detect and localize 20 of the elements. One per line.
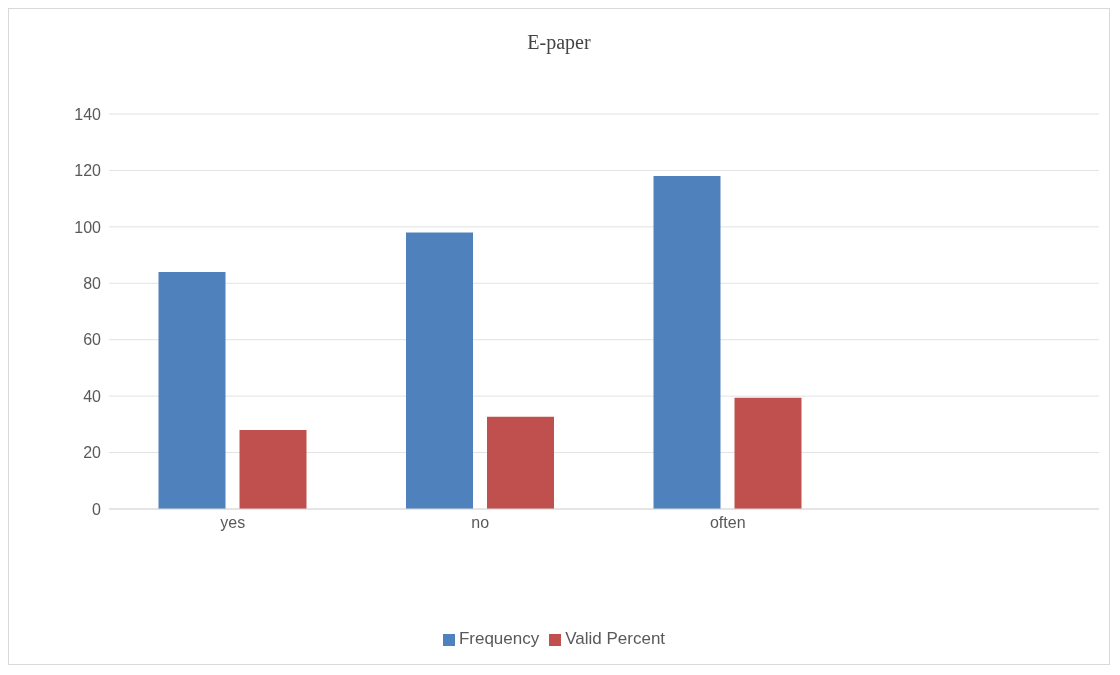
y-tick-label: 20 — [83, 444, 102, 462]
y-tick-label: 120 — [74, 162, 102, 180]
bar — [734, 397, 802, 509]
chart-title: E-paper — [526, 31, 592, 54]
bar — [406, 232, 473, 509]
x-tick-label: yes — [220, 514, 246, 532]
legend-label: Frequency — [458, 629, 540, 648]
y-tick-label: 60 — [83, 331, 102, 349]
x-tick-label: often — [709, 514, 746, 532]
x-tick-label: no — [471, 514, 490, 532]
bar — [487, 416, 554, 509]
y-tick-label: 140 — [74, 105, 102, 123]
legend-label: Valid Percent — [565, 629, 666, 648]
bar — [239, 430, 307, 509]
y-tick-label: 100 — [74, 218, 102, 236]
y-tick-label: 40 — [83, 387, 102, 405]
bar — [158, 272, 226, 509]
y-tick-label: 80 — [83, 274, 102, 292]
y-tick-label: 0 — [92, 500, 102, 518]
bar — [653, 176, 721, 509]
